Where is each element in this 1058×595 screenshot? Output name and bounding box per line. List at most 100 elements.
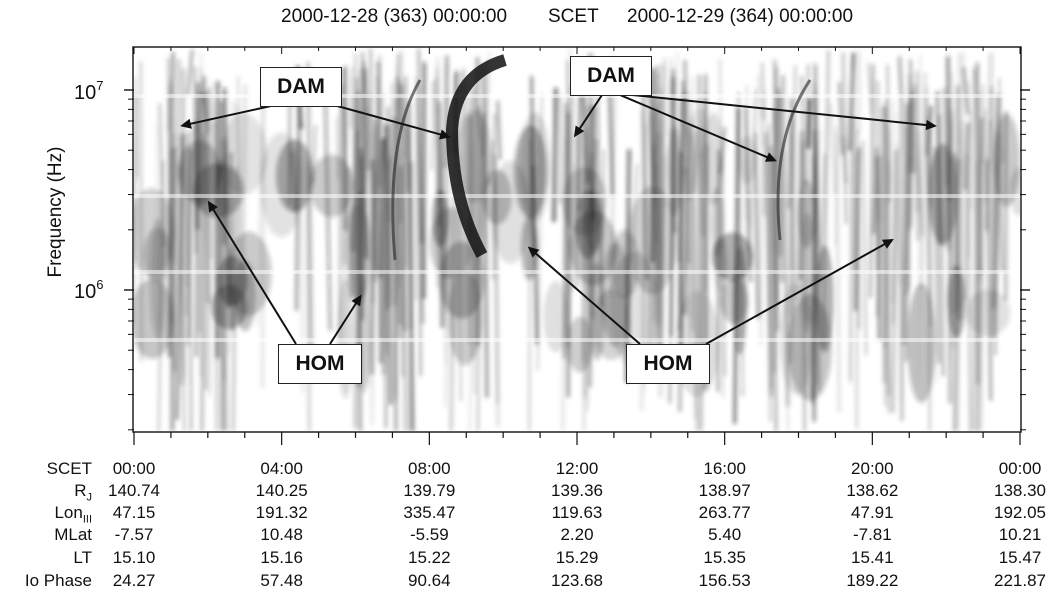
ephemeris-row-label: MLat: [54, 525, 92, 545]
ephemeris-cell: -7.81: [852, 525, 892, 544]
annotation-arrow-2-0: [212, 208, 297, 345]
ephemeris-cell: 15.16: [260, 548, 303, 567]
annotation-arrowhead-2-1: [351, 294, 362, 307]
annotation-arrowhead-1-2: [925, 119, 937, 131]
ephemeris-cell: 263.77: [698, 503, 751, 522]
ephemeris-row-label: SCET: [47, 459, 92, 479]
ephemeris-cell: 140.74: [108, 481, 160, 500]
annotation-arrow-3-0: [534, 252, 641, 345]
callout-dam-right-text: DAM: [587, 64, 635, 87]
y-tick-1e7: 107: [74, 78, 103, 105]
ephemeris-cell: 12:00: [555, 459, 599, 478]
ephemeris-cell: 139.79: [403, 481, 456, 500]
callout-hom-left-text: HOM: [295, 352, 345, 375]
y-tick-1e7-base: 10: [74, 82, 97, 104]
ephemeris-cell: 2.20: [560, 525, 594, 544]
annotation-arrow-2-1: [329, 302, 358, 345]
ephemeris-cell: 138.97: [698, 481, 751, 500]
ephemeris-row-label-text: Lon: [54, 503, 83, 522]
ephemeris-row: MLat -7.57 10.48 -5.59 2.20 5.40 -7.81 10.21: [0, 525, 1058, 547]
ephemeris-cell: 192.05: [994, 503, 1046, 522]
y-tick-1e6-exp: 6: [96, 277, 104, 292]
ephemeris-cell: -5.59: [409, 525, 449, 544]
callout-hom-right: HOM: [626, 344, 710, 384]
ephemeris-cell: 57.48: [260, 571, 303, 590]
callout-dam-right: DAM: [570, 56, 652, 96]
ephemeris-cell: 20:00: [851, 459, 894, 478]
ephemeris-cell: 15.47: [998, 548, 1042, 567]
ephemeris-cell: 15.41: [851, 548, 894, 567]
annotation-arrowhead-0-1: [439, 129, 451, 140]
ephemeris-cell: 16:00: [703, 459, 746, 478]
ephemeris-row: LonIII 47.15 191.32 335.47 119.63 263.77 47.91…: [0, 503, 1058, 525]
ephemeris-cell: 140.25: [255, 481, 308, 500]
ephemeris-cell: 00:00: [998, 459, 1042, 478]
header-start-time: 2000-12-28 (363) 00:00:00: [281, 6, 508, 27]
ephemeris-row-label: LonIII: [54, 503, 92, 525]
ephemeris-row: Io Phase 24.27 57.48 90.64 123.68 156.53 189.2…: [0, 571, 1058, 593]
callout-hom-right-text: HOM: [643, 352, 693, 375]
ephemeris-cell: 191.32: [255, 503, 308, 522]
ephemeris-row: SCET 00:00 04:00 08:00 12:00 16:00 20:00 00:00: [0, 459, 1058, 481]
ephemeris-cell: 335.47: [403, 503, 456, 522]
ephemeris-cell: 221.87: [994, 571, 1046, 590]
annotation-arrow-1-1: [619, 94, 769, 159]
ephemeris-cell: 5.40: [708, 525, 742, 544]
ephemeris-cell: 24.27: [112, 571, 156, 590]
ephemeris-cell: 47.91: [851, 503, 894, 522]
annotation-arrowhead-1-1: [764, 152, 777, 162]
ephemeris-cell: 10.21: [998, 525, 1042, 544]
ephemeris-row-label-text: Io Phase: [24, 571, 92, 590]
ephemeris-cell: 15.22: [408, 548, 451, 567]
ephemeris-cell: 90.64: [408, 571, 451, 590]
ephemeris-row-label-text: MLat: [54, 525, 92, 544]
ephemeris-cell: 10.48: [260, 525, 303, 544]
ephemeris-cell: -7.57: [114, 525, 154, 544]
ephemeris-cell: 123.68: [551, 571, 603, 590]
ephemeris-cell: 15.10: [112, 548, 156, 567]
ephemeris-cell: 119.63: [551, 503, 603, 522]
ephemeris-row-label-text: SCET: [46, 459, 92, 478]
annotation-arrowhead-3-0: [527, 246, 540, 258]
ephemeris-cell: 04:00: [260, 459, 303, 478]
annotation-arrow-1-2: [631, 94, 928, 127]
ephemeris-cell: 08:00: [408, 459, 451, 478]
annotation-arrow-0-0: [189, 103, 281, 125]
ephemeris-cell: 138.30: [994, 481, 1046, 500]
callout-hom-left: HOM: [278, 344, 362, 384]
annotation-arrows: [180, 94, 937, 345]
annotation-arrow-0-1: [329, 103, 442, 136]
ephemeris-row: LT 15.10 15.16 15.22 15.29 15.35 15.41 15.47: [0, 548, 1058, 570]
header-scet-label: SCET: [548, 6, 599, 27]
ephemeris-row-label: Io Phase: [25, 571, 92, 591]
y-tick-1e7-exp: 7: [96, 78, 104, 93]
annotation-arrowhead-2-0: [207, 200, 218, 213]
ephemeris-cell: 47.15: [112, 503, 156, 522]
axis-ticks: [124, 47, 1030, 445]
ephemeris-row: RJ 140.74 140.25 139.79 139.36 138.97 138.62 13…: [0, 481, 1058, 503]
ephemeris-row-label: RJ: [74, 481, 92, 503]
y-tick-1e6-base: 10: [74, 281, 97, 303]
ephemeris-cell: 00:00: [112, 459, 156, 478]
annotation-arrowhead-1-0: [573, 125, 585, 138]
ephemeris-row-label-subscript: J: [86, 491, 93, 504]
ephemeris-cell: 138.62: [846, 481, 899, 500]
annotation-arrowhead-3-1: [881, 238, 894, 249]
ephemeris-cell: 156.53: [698, 571, 751, 590]
annotation-arrow-3-1: [705, 242, 886, 345]
callout-dam-left: DAM: [260, 67, 342, 107]
ephemeris-row-label-text: R: [74, 481, 87, 500]
annotation-arrowhead-0-0: [180, 118, 192, 129]
top-header: 2000-12-28 (363) 00:00:00 SCET 2000-12-2…: [0, 6, 1058, 30]
annotation-arrow-1-0: [578, 94, 603, 130]
ephemeris-cell: 15.29: [555, 548, 599, 567]
ephemeris-cell: 139.36: [551, 481, 603, 500]
ephemeris-row-label-text: LT: [73, 548, 92, 567]
callout-dam-left-text: DAM: [277, 75, 325, 98]
ephemeris-row-label: LT: [73, 548, 92, 568]
ephemeris-row-label-subscript: III: [82, 513, 92, 526]
ephemeris-cell: 189.22: [846, 571, 899, 590]
header-end-time: 2000-12-29 (364) 00:00:00: [627, 6, 854, 27]
ephemeris-cell: 15.35: [703, 548, 746, 567]
y-tick-1e6: 106: [74, 277, 103, 304]
